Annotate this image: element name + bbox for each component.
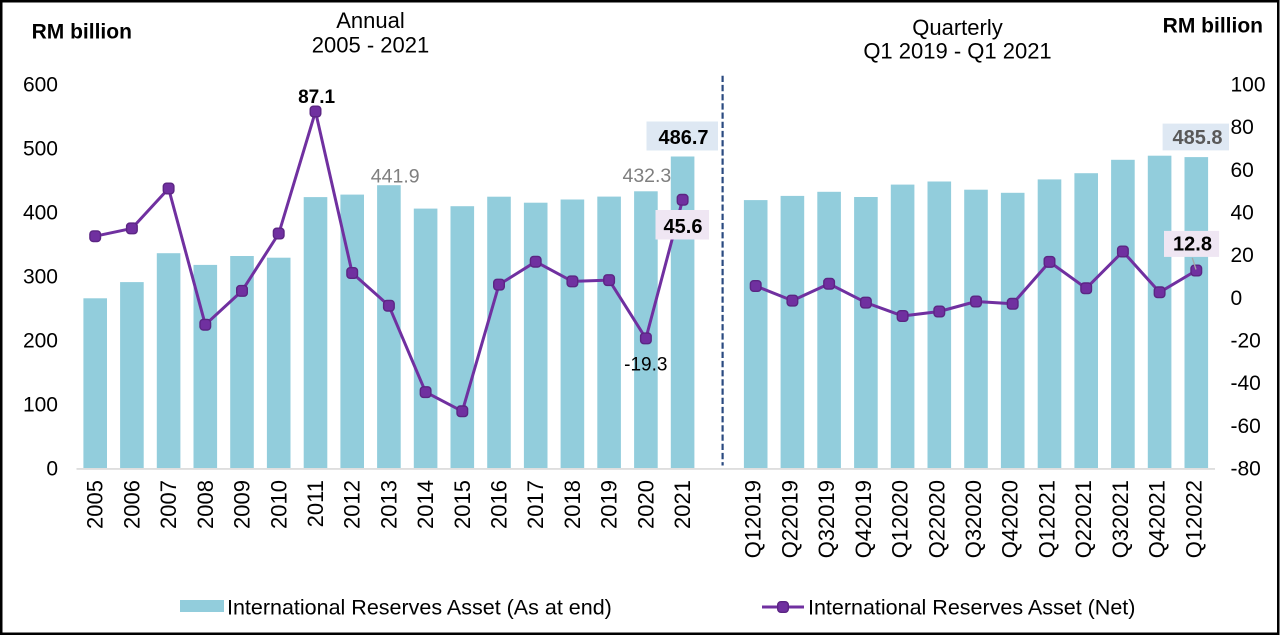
svg-text:Q32019: Q32019 <box>814 480 839 558</box>
svg-text:RM billion: RM billion <box>1163 14 1263 37</box>
svg-text:200: 200 <box>23 330 58 353</box>
svg-text:Q42021: Q42021 <box>1145 480 1170 558</box>
svg-text:Q32020: Q32020 <box>961 480 986 558</box>
svg-text:Q22021: Q22021 <box>1071 480 1096 558</box>
svg-text:Quarterly: Quarterly <box>912 15 1002 40</box>
svg-text:-80: -80 <box>1231 458 1261 481</box>
svg-text:2012: 2012 <box>340 480 365 529</box>
svg-text:Q42019: Q42019 <box>851 480 876 558</box>
svg-text:International Reserves Asset (: International Reserves Asset (Net) <box>808 596 1135 620</box>
svg-text:2007: 2007 <box>156 480 181 529</box>
svg-text:RM billion: RM billion <box>32 20 132 43</box>
svg-text:Q12021: Q12021 <box>1035 480 1060 558</box>
svg-text:2011: 2011 <box>303 480 328 527</box>
svg-text:Q12019: Q12019 <box>741 480 766 558</box>
svg-text:2005: 2005 <box>83 480 108 529</box>
svg-text:40: 40 <box>1231 202 1254 225</box>
svg-text:45.6: 45.6 <box>664 216 703 238</box>
svg-text:2018: 2018 <box>560 480 585 529</box>
svg-text:Q22020: Q22020 <box>924 480 949 558</box>
svg-text:2020: 2020 <box>633 480 658 529</box>
svg-text:87.1: 87.1 <box>298 87 335 108</box>
svg-text:0: 0 <box>1231 287 1243 310</box>
svg-text:80: 80 <box>1231 116 1254 139</box>
svg-text:2010: 2010 <box>266 480 291 529</box>
svg-text:Q12022: Q12022 <box>1181 480 1206 558</box>
svg-text:485.8: 485.8 <box>1172 127 1222 149</box>
svg-text:Q42020: Q42020 <box>998 480 1023 558</box>
svg-text:Q32021: Q32021 <box>1108 480 1133 558</box>
svg-text:100: 100 <box>1231 74 1266 97</box>
svg-text:International Reserves Asset (: International Reserves Asset (As at end) <box>227 596 612 620</box>
svg-text:2015: 2015 <box>450 480 475 529</box>
svg-text:432.3: 432.3 <box>622 165 671 187</box>
svg-text:60: 60 <box>1231 159 1254 182</box>
svg-text:600: 600 <box>23 74 58 97</box>
svg-text:Annual: Annual <box>336 8 405 33</box>
svg-text:100: 100 <box>23 394 58 417</box>
svg-text:2021: 2021 <box>670 480 695 529</box>
svg-text:0: 0 <box>46 458 58 481</box>
svg-text:2014: 2014 <box>413 480 438 529</box>
svg-text:-60: -60 <box>1231 415 1261 438</box>
svg-text:400: 400 <box>23 202 58 225</box>
svg-text:2019: 2019 <box>597 480 622 529</box>
svg-text:2006: 2006 <box>119 480 144 529</box>
svg-text:12.8: 12.8 <box>1173 234 1212 256</box>
svg-text:2005 - 2021: 2005 - 2021 <box>312 33 429 58</box>
svg-text:2017: 2017 <box>523 480 548 529</box>
svg-text:20: 20 <box>1231 244 1254 267</box>
svg-text:Q1 2019 - Q1 2021: Q1 2019 - Q1 2021 <box>863 38 1051 63</box>
svg-text:Q22019: Q22019 <box>777 480 802 558</box>
svg-text:2013: 2013 <box>376 480 401 529</box>
svg-text:-40: -40 <box>1231 372 1261 395</box>
svg-text:300: 300 <box>23 266 58 289</box>
svg-text:-20: -20 <box>1231 330 1261 353</box>
svg-text:Q12020: Q12020 <box>888 480 913 558</box>
svg-text:-19.3: -19.3 <box>624 355 667 376</box>
svg-text:2008: 2008 <box>193 480 218 529</box>
svg-text:441.9: 441.9 <box>371 165 420 187</box>
svg-text:2016: 2016 <box>487 480 512 529</box>
svg-text:486.7: 486.7 <box>658 127 708 149</box>
svg-text:500: 500 <box>23 138 58 161</box>
svg-text:2009: 2009 <box>230 480 255 529</box>
